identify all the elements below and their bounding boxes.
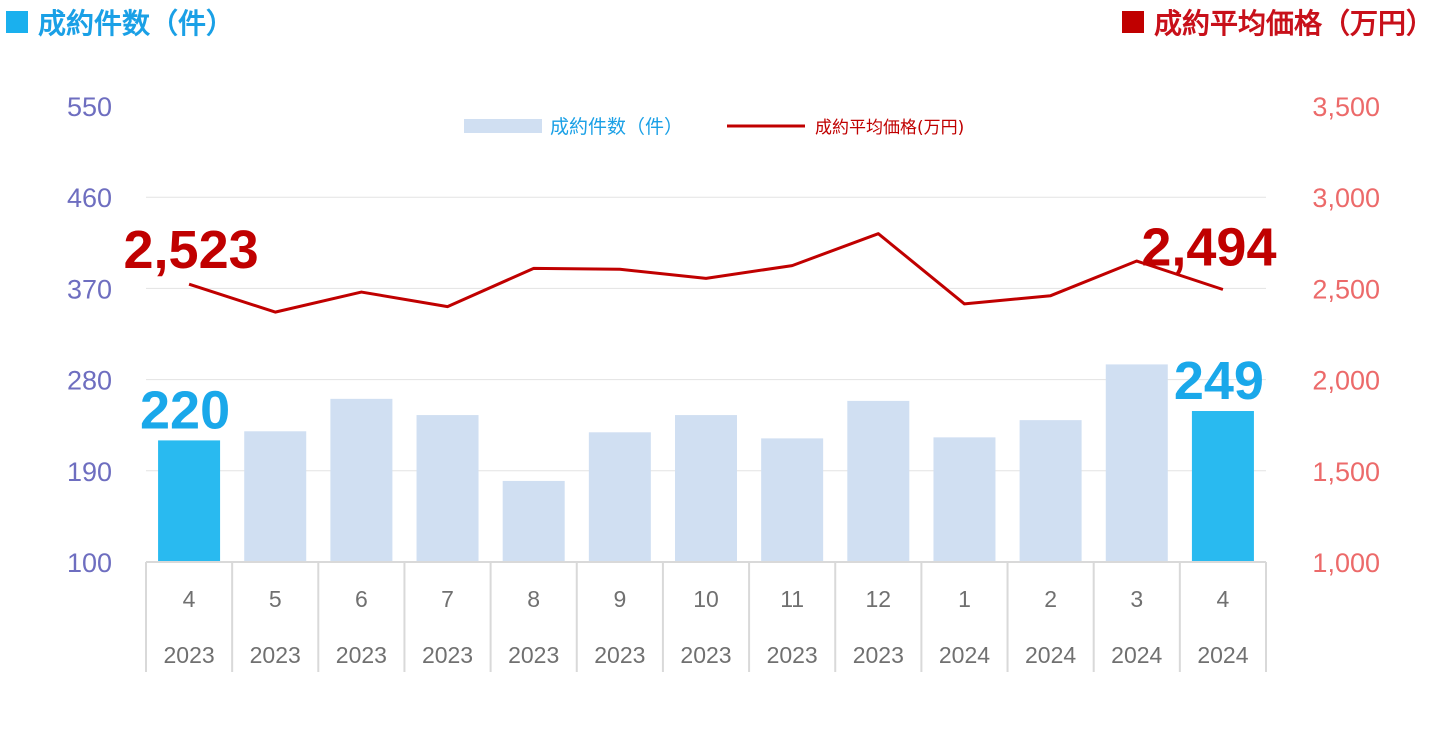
left-axis-tick-label: 280 — [67, 366, 112, 396]
month-label: 9 — [613, 586, 626, 612]
month-label: 4 — [1217, 586, 1230, 612]
right-axis-header: 成約平均価格（万円） — [1121, 2, 1434, 42]
year-label: 2024 — [1025, 642, 1076, 668]
bar — [1191, 411, 1254, 562]
left-axis-tick-label: 100 — [67, 548, 112, 578]
year-label: 2024 — [1111, 642, 1162, 668]
left-axis-tick-label: 190 — [67, 457, 112, 487]
year-label: 2023 — [250, 642, 301, 668]
bar — [675, 415, 737, 562]
month-label: 11 — [780, 586, 804, 612]
bar — [158, 440, 221, 562]
left-axis-title: 成約件数（件） — [38, 7, 235, 40]
year-label: 2024 — [1197, 642, 1248, 668]
bar — [1105, 364, 1168, 562]
right-axis-tick-label: 3,500 — [1312, 92, 1380, 122]
legend-line-label: 成約平均価格(万円) — [815, 118, 964, 138]
left-axis-header: 成約件数（件） — [6, 2, 234, 42]
bar — [1019, 420, 1082, 562]
month-label: 5 — [269, 586, 282, 612]
right-axis-title: 成約平均価格（万円） — [1153, 7, 1434, 40]
year-label: 2023 — [767, 642, 818, 668]
month-label: 1 — [958, 586, 971, 612]
bar — [244, 431, 307, 562]
right-axis-tick-label: 3,000 — [1312, 183, 1380, 213]
right-axis-tick-label: 1,500 — [1312, 457, 1380, 487]
data-label: 249 — [1174, 351, 1264, 411]
bar — [416, 415, 479, 562]
month-label: 12 — [866, 586, 892, 612]
data-label: 2,494 — [1141, 217, 1276, 277]
bar — [330, 398, 393, 562]
month-label: 7 — [441, 586, 454, 612]
year-label: 2023 — [336, 642, 387, 668]
left-header-square-icon — [6, 11, 28, 33]
right-axis-tick-label: 2,500 — [1312, 274, 1380, 304]
left-axis-tick-label: 550 — [67, 92, 112, 122]
bar — [933, 437, 996, 562]
bar — [761, 438, 824, 562]
right-axis-tick-label: 2,000 — [1312, 366, 1380, 396]
price-series-line — [188, 232, 1224, 314]
year-label: 2023 — [853, 642, 904, 668]
legend-bar-swatch — [464, 119, 542, 133]
year-label: 2023 — [508, 642, 559, 668]
data-label: 2,523 — [124, 220, 259, 280]
data-label: 220 — [140, 380, 230, 440]
month-label: 6 — [355, 586, 368, 612]
year-label: 2023 — [680, 642, 731, 668]
month-label: 4 — [183, 586, 196, 612]
bar — [588, 432, 651, 562]
month-label: 10 — [693, 586, 719, 612]
year-label: 2023 — [163, 642, 214, 668]
year-label: 2024 — [939, 642, 990, 668]
bar — [502, 480, 565, 562]
month-label: 2 — [1044, 586, 1057, 612]
year-label: 2023 — [594, 642, 645, 668]
left-axis-tick-label: 460 — [67, 183, 112, 213]
bar — [847, 400, 910, 562]
month-label: 8 — [527, 586, 540, 612]
legend-bar-label: 成約件数（件） — [550, 116, 683, 138]
month-label: 3 — [1130, 586, 1143, 612]
right-axis-tick-label: 1,000 — [1312, 548, 1380, 578]
year-label: 2023 — [422, 642, 473, 668]
left-axis-tick-label: 370 — [67, 274, 112, 304]
right-header-square-icon — [1121, 11, 1144, 33]
